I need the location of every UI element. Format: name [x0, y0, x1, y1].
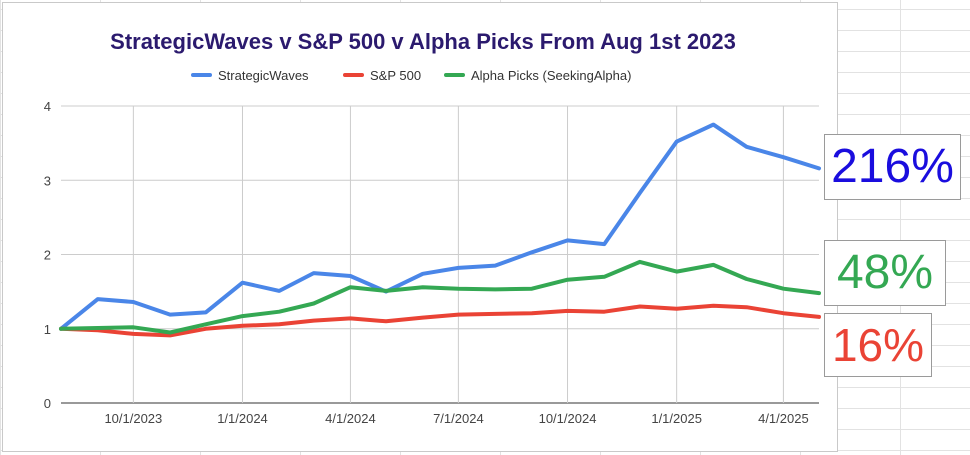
chart-title: StrategicWaves v S&P 500 v Alpha Picks F… [110, 29, 736, 54]
series-group [59, 122, 821, 338]
x-tick-label: 10/1/2023 [104, 411, 162, 426]
x-tick-label: 1/1/2025 [651, 411, 702, 426]
x-tick-label: 4/1/2024 [325, 411, 376, 426]
y-tick-label: 4 [44, 99, 51, 114]
legend-label: Alpha Picks (SeekingAlpha) [471, 68, 631, 83]
legend: StrategicWaves S&P 500 Alpha Picks (Seekin… [191, 68, 631, 83]
x-tick-label: 1/1/2024 [217, 411, 268, 426]
chart-card: StrategicWaves v S&P 500 v Alpha Picks F… [2, 2, 838, 452]
x-axis: 10/1/2023 1/1/2024 4/1/2024 7/1/2024 10/1/20… [104, 411, 808, 426]
gridlines [61, 105, 819, 404]
callout-strategicwaves-text: 216% [831, 140, 954, 193]
legend-label: StrategicWaves [218, 68, 309, 83]
callout-sp500-text: 16% [831, 319, 925, 371]
x-tick-label: 10/1/2024 [539, 411, 597, 426]
y-tick-label: 3 [44, 173, 51, 188]
line-chart: StrategicWaves v S&P 500 v Alpha Picks F… [44, 29, 821, 426]
series-line-1 [59, 303, 821, 338]
callout-alpha-picks: 48% [824, 240, 946, 306]
legend-label: S&P 500 [370, 68, 421, 83]
callout-sp500: 16% [824, 313, 932, 377]
y-tick-label: 1 [44, 322, 51, 337]
y-tick-label: 0 [44, 396, 51, 411]
x-tick-label: 7/1/2024 [433, 411, 484, 426]
y-axis: 0 1 2 3 4 [44, 99, 51, 411]
series-line-0 [59, 122, 821, 331]
series-line-2 [59, 259, 821, 335]
callout-strategicwaves: 216% [824, 134, 961, 200]
callout-alpha-picks-text: 48% [836, 246, 934, 299]
y-tick-label: 2 [44, 248, 51, 263]
x-tick-label: 4/1/2025 [758, 411, 809, 426]
